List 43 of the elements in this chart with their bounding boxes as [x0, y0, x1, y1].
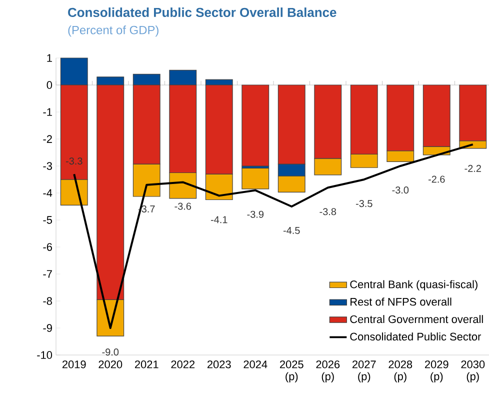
data-label: -3.9: [247, 210, 264, 218]
x-tick-label: 2020: [98, 360, 122, 368]
y-tick-label: -3: [43, 162, 52, 170]
x-tick-label: 2025 (p): [280, 360, 304, 382]
legend-label: Central Bank (quasi-fiscal): [350, 280, 478, 290]
data-label: -3.3: [66, 158, 82, 165]
x-tick-label: 2029 (p): [424, 360, 448, 382]
data-label: -2.2: [464, 164, 481, 172]
chart-subtitle: (Percent of GDP): [68, 26, 158, 37]
y-tick-label: -6: [43, 243, 52, 251]
data-label: -3.5: [356, 200, 372, 208]
x-tick-label: 2019: [62, 360, 86, 368]
x-tick-label: 2024: [244, 360, 268, 368]
data-label: -3.6: [174, 202, 192, 210]
y-tick-label: -4: [43, 189, 52, 197]
data-label: -3.8: [320, 208, 336, 216]
x-tick-label: 2022: [171, 360, 195, 368]
data-label: -2.6: [428, 176, 445, 183]
x-tick-label: 2030 (p): [461, 360, 485, 382]
x-tick-label: 2028 (p): [388, 360, 412, 382]
y-tick-label: -2: [43, 135, 52, 143]
y-tick-label: 0: [46, 81, 52, 89]
bar: [242, 168, 270, 190]
legend-label: Rest of NFPS overall: [350, 298, 452, 306]
bar: [242, 84, 270, 166]
data-label: -4.1: [210, 216, 228, 224]
x-tick-label: 2021: [134, 360, 158, 368]
legend-label: Central Government overall: [350, 315, 483, 324]
x-tick-label: 2023: [207, 360, 231, 368]
data-label: -3.0: [392, 186, 409, 194]
y-tick-label: -8: [43, 297, 52, 305]
data-label: -9.0: [102, 348, 119, 356]
legend-label: Consolidated Public Sector: [350, 332, 482, 341]
y-tick-label: -7: [43, 270, 52, 278]
y-tick-label: -1: [43, 108, 52, 116]
y-tick-label: -9: [43, 324, 52, 332]
y-tick-label: 1: [47, 54, 52, 62]
y-tick-label: -5: [43, 216, 52, 224]
data-label: -4.5: [283, 227, 300, 234]
x-tick-label: 2026 (p): [316, 360, 340, 382]
x-tick-label: 2027 (p): [352, 360, 376, 382]
y-tick-label: -10: [37, 351, 52, 359]
chart-title: Consolidated Public Sector Overall Balance: [68, 8, 336, 18]
